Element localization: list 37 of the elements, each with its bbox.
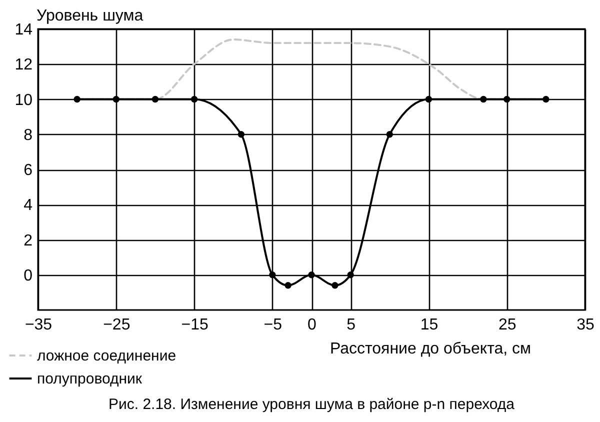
- x-tick-label: −35: [24, 316, 52, 334]
- y-tick-label: 14: [14, 22, 33, 38]
- x-tick-label: 5: [346, 316, 356, 334]
- y-tick-label: 4: [24, 197, 33, 214]
- y-tick-label: 2: [24, 232, 33, 250]
- y-axis-title: Уровень шума: [36, 8, 144, 24]
- x-tick-label: −5: [264, 316, 282, 334]
- x-tick-label: −25: [103, 316, 130, 334]
- point: [347, 272, 354, 278]
- y-tick-label: 10: [14, 92, 33, 109]
- point: [284, 282, 292, 289]
- x-tick-label: 35: [576, 316, 594, 334]
- point: [386, 131, 393, 138]
- point: [425, 96, 432, 103]
- point: [112, 96, 120, 103]
- y-tick-label: 6: [24, 162, 33, 179]
- y-tick-label: 12: [14, 56, 33, 74]
- point: [74, 96, 80, 103]
- point: [152, 96, 159, 103]
- point: [504, 96, 510, 103]
- x-tick-label: −15: [181, 316, 208, 334]
- text: Рис. 2.18. Изменение уровня шума в районе p-n перехода: [108, 396, 516, 413]
- x-tick-label: 25: [498, 316, 516, 334]
- x-tick-label: 0: [308, 316, 317, 334]
- y-tick-label: 8: [24, 126, 33, 144]
- point: [269, 272, 276, 278]
- legend-label: полупроводник: [37, 370, 142, 388]
- point: [542, 96, 550, 103]
- point: [190, 96, 198, 103]
- y-tick-label: 0: [24, 267, 33, 284]
- point: [480, 96, 487, 103]
- legend-label: ложное соединение: [37, 348, 176, 364]
- x-tick-label: 15: [420, 316, 438, 334]
- point: [238, 131, 245, 138]
- point: [308, 272, 315, 278]
- x-axis-title: Расстояние до объекта, см: [330, 340, 532, 358]
- point: [332, 282, 338, 289]
